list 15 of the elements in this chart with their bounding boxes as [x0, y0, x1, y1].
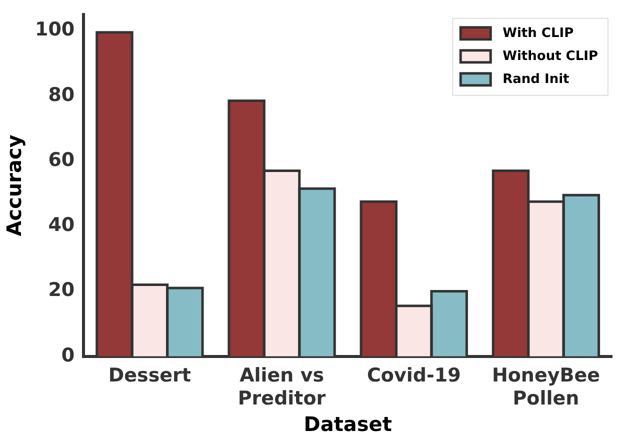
y-tick-label: 60: [48, 148, 75, 171]
y-tick-label: 40: [48, 214, 75, 236]
y-tick-label: 0: [61, 344, 75, 366]
x-tick-label: HoneyBee Pollen: [492, 364, 600, 410]
y-tick-label: 20: [48, 279, 75, 302]
legend-label: With CLIP: [502, 26, 574, 41]
legend-label: Rand Init: [502, 72, 570, 87]
x-tick-label: Dessert: [108, 364, 192, 387]
x-tick-label: Alien vs Preditor: [238, 364, 326, 410]
x-tick-label: Covid-19: [366, 364, 461, 387]
y-tick-label: 100: [34, 18, 75, 41]
legend-label: Without CLIP: [502, 48, 598, 64]
y-tick-label: 80: [48, 84, 75, 106]
x-axis-title: Dataset: [304, 412, 392, 436]
y-axis-title: Accuracy: [2, 134, 26, 236]
